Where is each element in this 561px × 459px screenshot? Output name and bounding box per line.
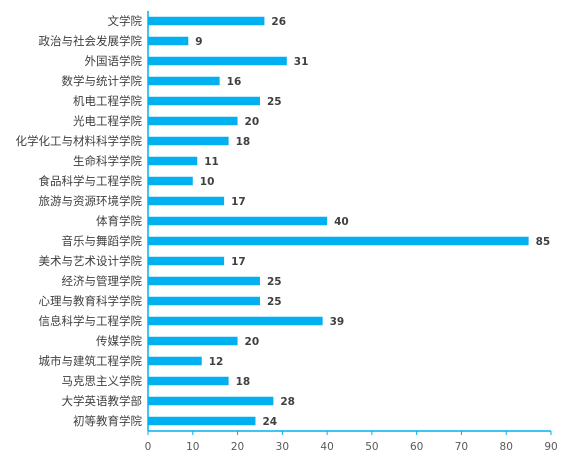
category-label: 文学院 (108, 14, 143, 28)
category-label: 政治与社会发展学院 (39, 34, 143, 48)
x-tick-label: 0 (145, 441, 152, 453)
category-label: 马克思主义学院 (62, 374, 143, 388)
bar (148, 416, 256, 426)
data-label: 10 (200, 176, 215, 188)
data-label: 25 (267, 96, 282, 108)
x-tick-label: 70 (455, 441, 468, 453)
x-tick-label: 90 (544, 441, 557, 453)
bar (148, 76, 220, 86)
category-label: 美术与艺术设计学院 (39, 254, 143, 268)
bar (148, 216, 328, 226)
data-label: 31 (294, 56, 309, 68)
category-label: 心理与教育科学学院 (39, 294, 143, 308)
data-label: 17 (231, 256, 246, 268)
data-label: 18 (236, 136, 251, 148)
category-label: 传媒学院 (96, 334, 142, 348)
data-label: 85 (536, 236, 551, 248)
category-label: 经济与管理学院 (62, 274, 143, 288)
data-label: 40 (334, 216, 349, 228)
category-label: 数学与统计学院 (62, 74, 143, 88)
data-label: 26 (271, 16, 286, 28)
bar (148, 116, 238, 126)
bar (148, 96, 260, 106)
axes-layer: 0 10 20 30 40 50 60 70 80 90 (145, 11, 558, 453)
bar (148, 256, 225, 266)
category-label: 化学化工与材料科学学院 (16, 134, 143, 148)
category-label: 大学英语教学部 (62, 394, 143, 408)
data-label: 20 (245, 116, 260, 128)
category-label: 初等教育学院 (73, 414, 142, 428)
data-label: 20 (245, 336, 260, 348)
data-label: 17 (231, 196, 246, 208)
bar (148, 356, 202, 366)
category-label: 旅游与资源环境学院 (39, 194, 143, 208)
category-label: 音乐与舞蹈学院 (62, 234, 143, 248)
bars-layer (148, 16, 529, 426)
data-label: 25 (267, 276, 282, 288)
category-label: 外国语学院 (85, 54, 143, 68)
category-label: 信息科学与工程学院 (39, 314, 143, 328)
data-label: 16 (227, 76, 242, 88)
category-label: 城市与建筑工程学院 (39, 354, 143, 368)
value-labels-layer: 26 9 31 16 25 20 18 11 10 17 40 85 17 25 25 39 20 12 18 282… (195, 16, 550, 428)
x-tick-label: 50 (365, 441, 378, 453)
x-tick-label: 30 (276, 441, 289, 453)
data-label: 11 (204, 156, 219, 168)
bar (148, 16, 265, 26)
bar (148, 136, 229, 146)
bar (148, 376, 229, 386)
bar (148, 276, 260, 286)
bar (148, 176, 193, 186)
data-label: 39 (330, 316, 345, 328)
category-label: 光电工程学院 (73, 114, 142, 128)
bar (148, 56, 287, 66)
data-label: 9 (195, 36, 202, 48)
bar (148, 316, 323, 326)
data-label: 12 (209, 356, 224, 368)
category-label: 食品科学与工程学院 (39, 174, 143, 188)
x-tick-label: 20 (231, 441, 244, 453)
bar (148, 36, 189, 46)
bar (148, 296, 260, 306)
x-tick-label: 10 (186, 441, 199, 453)
x-tick-label: 60 (410, 441, 423, 453)
data-label: 28 (280, 396, 295, 408)
bar (148, 236, 529, 246)
bar (148, 396, 274, 406)
bar (148, 336, 238, 346)
x-tick-label: 80 (500, 441, 513, 453)
category-label: 生命科学学院 (73, 154, 142, 168)
category-label: 体育学院 (96, 214, 142, 228)
bar (148, 156, 198, 166)
category-label: 机电工程学院 (73, 94, 142, 108)
x-tick-label: 40 (320, 441, 333, 453)
data-label: 24 (262, 416, 277, 428)
bar (148, 196, 225, 206)
data-label: 18 (236, 376, 251, 388)
data-label: 25 (267, 296, 282, 308)
category-labels-layer: 文学院政治与社会发展学院外国语学院数学与统计学院机电工程学院光电工程学院化学化工… (16, 14, 143, 428)
